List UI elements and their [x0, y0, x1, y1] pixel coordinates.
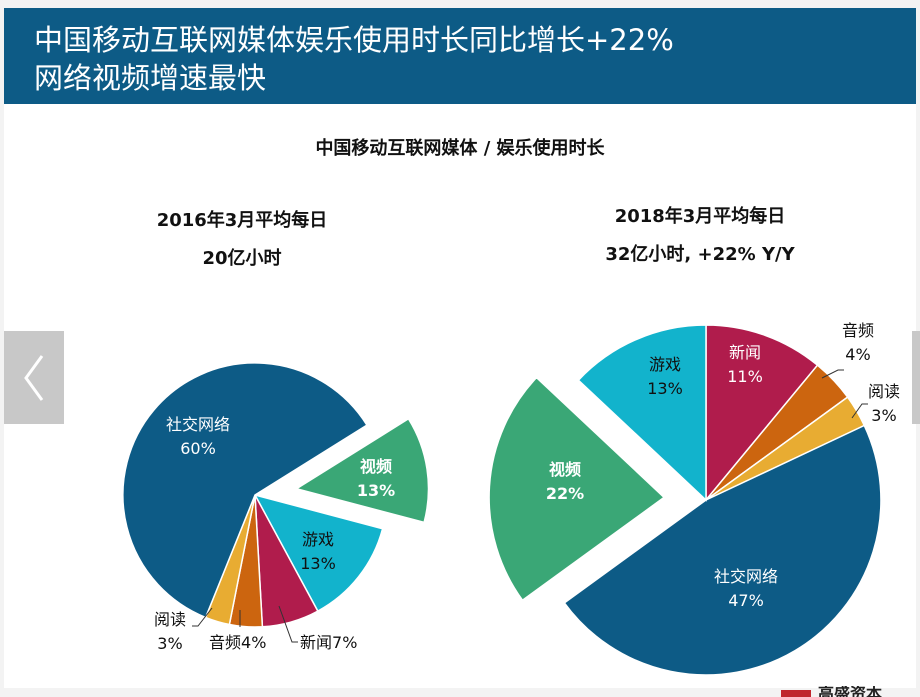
pie-2016-value-games: 13% — [300, 554, 336, 573]
pie-2018-slice-games — [577, 324, 707, 502]
footer-logo-text: 高盛资本 — [818, 686, 883, 697]
pie-2016-slice-social — [122, 362, 368, 619]
pie-2016-value-social: 60% — [180, 439, 216, 458]
pie-2016-leader-reading — [192, 607, 213, 627]
pie-2016-heading-line2: 20亿小时 — [202, 248, 282, 269]
pie-2018-value-video: 22% — [546, 484, 584, 503]
pie-2016-label-games: 游戏 — [302, 530, 334, 549]
pie-2016-label-audio: 音频 — [209, 633, 241, 652]
page-title: 中国移动互联网媒体娱乐使用时长同比增长+22% — [34, 23, 674, 57]
pie-2016-value-news: 7% — [332, 633, 357, 652]
pie-2018-slice-video — [488, 376, 666, 602]
chevron-left-icon — [24, 354, 44, 401]
pie-2016-value-video: 13% — [357, 481, 395, 500]
pie-2016-heading: 2016年3月平均每日 20亿小时 — [92, 202, 392, 278]
pie-2016-inline-label-audio: 音频4% — [209, 633, 266, 652]
pie-2018-slice-social — [563, 424, 882, 676]
pie-2018-label-games: 游戏 — [649, 355, 681, 374]
chart-title: 中国移动互联网媒体 / 娱乐使用时长 — [315, 138, 605, 159]
pie-2018-heading: 2018年3月平均每日 32亿小时, +22% Y/Y — [550, 198, 850, 274]
next-slide-button[interactable] — [912, 331, 920, 424]
pie-2016-label-reading: 阅读 — [154, 610, 186, 629]
pie-2016-label-news: 新闻 — [300, 633, 332, 652]
pie-2018-slice-news — [705, 324, 819, 503]
logo-mark — [781, 690, 811, 697]
pie-2016-value-audio: 4% — [241, 633, 266, 652]
pie-2016-label-social: 社交网络 — [166, 415, 230, 434]
pie-2018-label-news: 新闻 — [729, 343, 761, 362]
pie-2018-value-social: 47% — [728, 591, 764, 610]
pie-2016-slice-video — [294, 417, 430, 524]
prev-slide-button[interactable] — [4, 331, 64, 424]
pie-2016-value-reading: 3% — [157, 634, 182, 653]
pie-2018-label-video: 视频 — [549, 460, 581, 479]
pie-2018-heading-line2: 32亿小时, +22% Y/Y — [605, 244, 795, 265]
pie-2016-label-video: 视频 — [360, 457, 392, 476]
pie-2018-value-audio: 4% — [845, 345, 870, 364]
pie-2018-value-news: 11% — [727, 367, 763, 386]
pie-2018-label-social: 社交网络 — [714, 567, 778, 586]
pie-2018-value-games: 13% — [647, 379, 683, 398]
pie-2016-inline-label-news: 新闻7% — [300, 633, 357, 652]
footer-bar — [4, 688, 916, 697]
pie-2018-leader-reading — [851, 403, 868, 419]
title-banner: 中国移动互联网媒体娱乐使用时长同比增长+22% 网络视频增速最快 — [4, 8, 916, 104]
pie-2018-label-audio: 音频 — [842, 321, 874, 340]
page-subtitle: 网络视频增速最快 — [34, 61, 267, 95]
pie-2016-slice-games — [253, 493, 384, 613]
pie-2016-heading-line1: 2016年3月平均每日 — [156, 210, 328, 231]
pie-2018-heading-line1: 2018年3月平均每日 — [614, 206, 786, 227]
pie-2018-value-reading: 3% — [871, 406, 896, 425]
pie-2016-leader-news — [278, 605, 298, 643]
pie-2018-label-reading: 阅读 — [868, 382, 900, 401]
pie-2018-leader-audio — [821, 369, 844, 379]
